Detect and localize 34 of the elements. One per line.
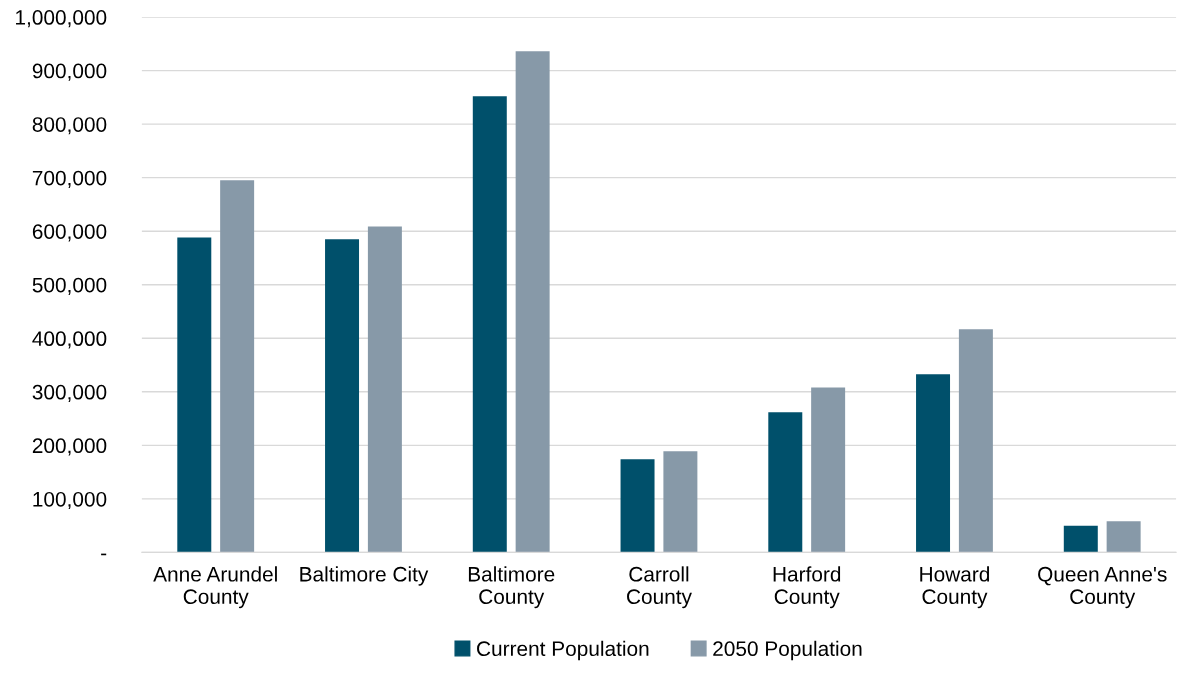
bar bbox=[177, 237, 212, 553]
bar bbox=[811, 387, 846, 553]
x-tick-label: Harford County bbox=[773, 566, 841, 609]
y-tick-label: 800,000 bbox=[32, 117, 107, 135]
y-tick-label: 200,000 bbox=[32, 438, 107, 456]
bar bbox=[620, 459, 655, 553]
y-tick-label: 1,000,000 bbox=[16, 10, 107, 28]
bar bbox=[916, 374, 951, 553]
legend-label: Current Population bbox=[477, 640, 649, 661]
y-tick-label: 100,000 bbox=[33, 491, 107, 510]
y-tick-label: 600,000 bbox=[32, 224, 107, 242]
y-tick-label: 900,000 bbox=[32, 63, 107, 81]
bar bbox=[367, 226, 402, 553]
x-tick-label: Queen Anne's County bbox=[1038, 566, 1167, 609]
bar bbox=[958, 329, 993, 553]
x-tick-label: Baltimore City bbox=[300, 566, 429, 586]
bar bbox=[220, 180, 255, 553]
x-tick-label: Baltimore County bbox=[468, 566, 555, 609]
y-tick-label: - bbox=[101, 553, 107, 556]
legend-label: 2050 Population bbox=[713, 640, 862, 661]
y-tick-label: 700,000 bbox=[32, 170, 107, 188]
bar bbox=[768, 412, 803, 553]
bar bbox=[1063, 525, 1098, 553]
bar bbox=[515, 51, 550, 553]
x-tick-label: Anne Arundel County bbox=[153, 566, 277, 609]
y-tick-label: 300,000 bbox=[32, 384, 107, 403]
bar bbox=[663, 451, 698, 553]
bar bbox=[472, 96, 507, 553]
x-tick-label: Carroll County bbox=[627, 566, 692, 609]
x-tick-label: Howard County bbox=[920, 566, 990, 609]
y-tick-label: 500,000 bbox=[32, 277, 107, 295]
bar bbox=[1106, 521, 1141, 553]
y-tick-label: 400,000 bbox=[32, 331, 107, 349]
bar bbox=[325, 239, 360, 553]
